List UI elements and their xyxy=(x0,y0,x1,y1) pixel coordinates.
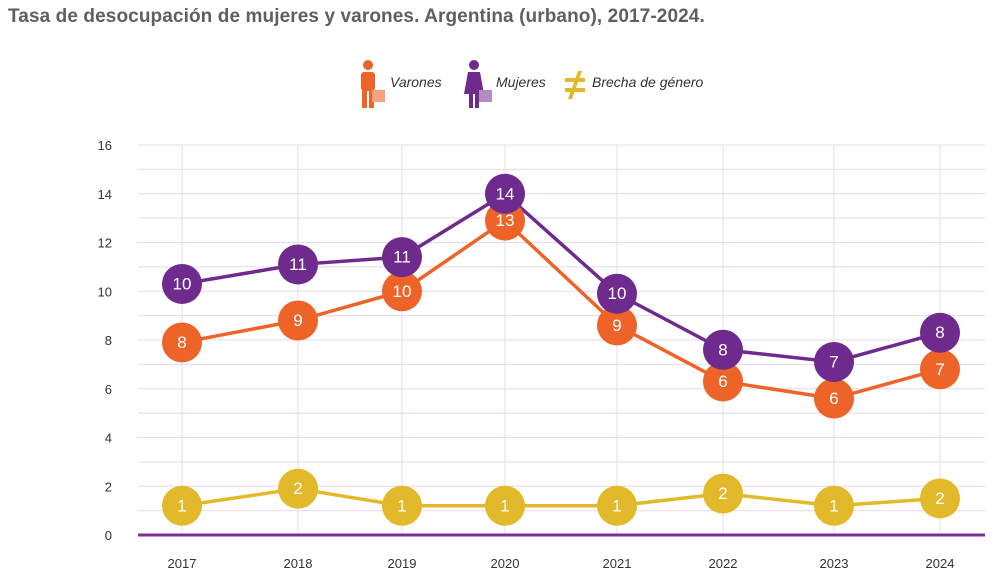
data-label: 8 xyxy=(935,323,944,342)
legend-mujeres: Mujeres xyxy=(496,74,546,90)
y-tick-label: 4 xyxy=(105,431,112,446)
data-label: 7 xyxy=(829,352,838,371)
data-label: 1 xyxy=(612,496,621,515)
data-label: 13 xyxy=(496,211,515,230)
point-brecha: 1 xyxy=(814,485,854,526)
x-tick-label: 2021 xyxy=(603,556,632,571)
data-label: 2 xyxy=(718,484,727,503)
point-marker xyxy=(703,329,743,370)
point-mujeres: 10 xyxy=(162,263,202,304)
data-label: 2 xyxy=(935,489,944,508)
point-varones: 6 xyxy=(703,361,743,402)
point-mujeres: 11 xyxy=(382,237,422,278)
y-tick-label: 8 xyxy=(105,333,112,348)
point-marker xyxy=(162,322,202,363)
grid xyxy=(138,144,985,535)
y-tick-label: 12 xyxy=(98,236,112,251)
x-tick-label: 2018 xyxy=(284,556,313,571)
point-varones: 10 xyxy=(382,271,422,312)
not-equal-icon xyxy=(565,71,585,99)
data-label: 6 xyxy=(829,389,838,408)
legend-varones: Varones xyxy=(390,74,442,90)
point-varones: 9 xyxy=(278,300,318,341)
point-mujeres: 14 xyxy=(485,173,525,214)
point-brecha: 2 xyxy=(920,478,960,519)
point-varones: 9 xyxy=(597,305,637,346)
point-mujeres: 11 xyxy=(278,244,318,285)
point-marker xyxy=(162,263,202,304)
point-marker xyxy=(278,300,318,341)
data-label: 6 xyxy=(718,372,727,391)
data-label: 8 xyxy=(718,340,727,359)
point-brecha: 2 xyxy=(703,473,743,514)
x-tick-label: 2020 xyxy=(491,556,520,571)
point-brecha: 1 xyxy=(382,485,422,526)
point-marker xyxy=(278,468,318,509)
data-label: 9 xyxy=(612,316,621,335)
data-label: 8 xyxy=(177,333,186,352)
data-label: 11 xyxy=(289,255,307,274)
x-tick-label: 2017 xyxy=(168,556,197,571)
point-marker xyxy=(814,341,854,382)
point-brecha: 1 xyxy=(162,485,202,526)
data-label: 14 xyxy=(496,184,515,203)
data-label: 7 xyxy=(935,360,944,379)
point-marker xyxy=(382,485,422,526)
point-marker xyxy=(920,312,960,353)
point-marker xyxy=(597,273,637,314)
point-marker xyxy=(485,485,525,526)
point-mujeres: 7 xyxy=(814,341,854,382)
point-varones: 8 xyxy=(162,322,202,363)
point-marker xyxy=(814,378,854,419)
y-tick-label: 2 xyxy=(105,479,112,494)
data-label: 1 xyxy=(177,496,186,515)
x-tick-label: 2023 xyxy=(820,556,849,571)
data-label: 1 xyxy=(500,496,509,515)
point-mujeres: 10 xyxy=(597,273,637,314)
point-marker xyxy=(597,485,637,526)
data-label: 10 xyxy=(393,282,412,301)
point-brecha: 2 xyxy=(278,468,318,509)
data-label: 1 xyxy=(397,496,406,515)
data-label: 1 xyxy=(829,496,838,515)
point-marker xyxy=(278,244,318,285)
data-label: 10 xyxy=(173,274,192,293)
x-tick-label: 2019 xyxy=(388,556,417,571)
y-tick-label: 10 xyxy=(98,284,112,299)
data-label: 9 xyxy=(293,311,302,330)
x-tick-label: 2022 xyxy=(709,556,738,571)
woman-icon xyxy=(464,60,492,108)
point-marker xyxy=(382,271,422,312)
point-varones: 7 xyxy=(920,349,960,390)
legend-brecha: Brecha de género xyxy=(592,74,704,90)
point-brecha: 1 xyxy=(485,485,525,526)
point-varones: 6 xyxy=(814,378,854,419)
point-marker xyxy=(814,485,854,526)
point-mujeres: 8 xyxy=(703,329,743,370)
chart-title: Tasa de desocupación de mujeres y varone… xyxy=(8,6,705,27)
point-marker xyxy=(920,478,960,519)
y-tick-label: 0 xyxy=(105,528,112,543)
data-label: 2 xyxy=(293,479,302,498)
point-brecha: 1 xyxy=(597,485,637,526)
data-label: 11 xyxy=(393,248,411,267)
point-marker xyxy=(382,237,422,278)
y-tick-label: 6 xyxy=(105,382,112,397)
y-tick-label: 16 xyxy=(98,138,112,153)
data-label: 10 xyxy=(608,284,627,303)
point-marker xyxy=(597,305,637,346)
point-marker xyxy=(162,485,202,526)
point-marker xyxy=(703,361,743,402)
x-tick-label: 2024 xyxy=(926,556,955,571)
point-marker xyxy=(920,349,960,390)
point-marker xyxy=(485,173,525,214)
point-marker xyxy=(703,473,743,514)
point-mujeres: 8 xyxy=(920,312,960,353)
y-tick-label: 14 xyxy=(98,187,112,202)
man-icon xyxy=(361,60,385,108)
